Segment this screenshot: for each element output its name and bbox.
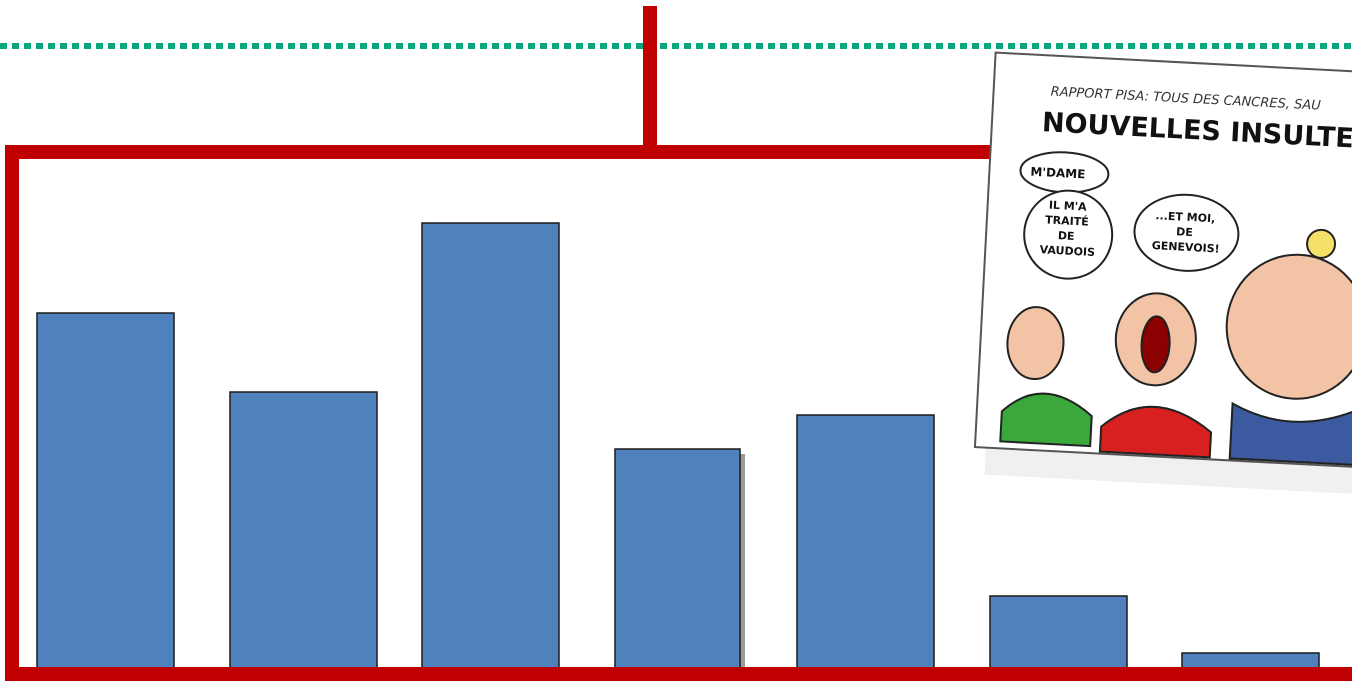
cartoon-bubble-2-line-2: TRAITÉ [1045, 213, 1089, 228]
bar-2 [229, 391, 378, 669]
cartoon-bubble-1: M'DAME [1030, 165, 1086, 182]
cartoon-image: RAPPORT PISA: TOUS DES CANCRES, SAU NOUV… [973, 51, 1352, 495]
cartoon-bubble-3-line-3: GENEVOIS! [1151, 239, 1220, 256]
bar-4 [614, 448, 741, 669]
svg-text:IL M'A TRAITÉ DE: IL M'A TRAITÉ DE VAUDOIS [1039, 198, 1097, 259]
bar-5 [796, 414, 935, 669]
cartoon-bubble-3-line-1: ...ET MOI, [1155, 209, 1216, 225]
bar-3 [421, 222, 560, 669]
bar-series [36, 222, 1320, 669]
svg-text:...ET MOI, DE GENE: ...ET MOI, DE GENEVOIS! [1151, 209, 1221, 255]
cartoon-character-crying [1098, 292, 1213, 459]
cartoon-bubble-2-line-3: DE [1058, 229, 1075, 243]
cartoon-character-left [999, 306, 1093, 448]
bar-6 [989, 595, 1128, 669]
cartoon-bubble-2-line-4: VAUDOIS [1039, 243, 1095, 259]
bar-7 [1181, 652, 1320, 669]
cartoon-character-teacher [1225, 228, 1352, 466]
highlight-frame [5, 145, 1352, 681]
bar-1 [36, 312, 175, 669]
cartoon-bubble-3-line-2: DE [1176, 225, 1193, 239]
cartoon-bubble-2-line-1: IL M'A [1049, 199, 1088, 214]
